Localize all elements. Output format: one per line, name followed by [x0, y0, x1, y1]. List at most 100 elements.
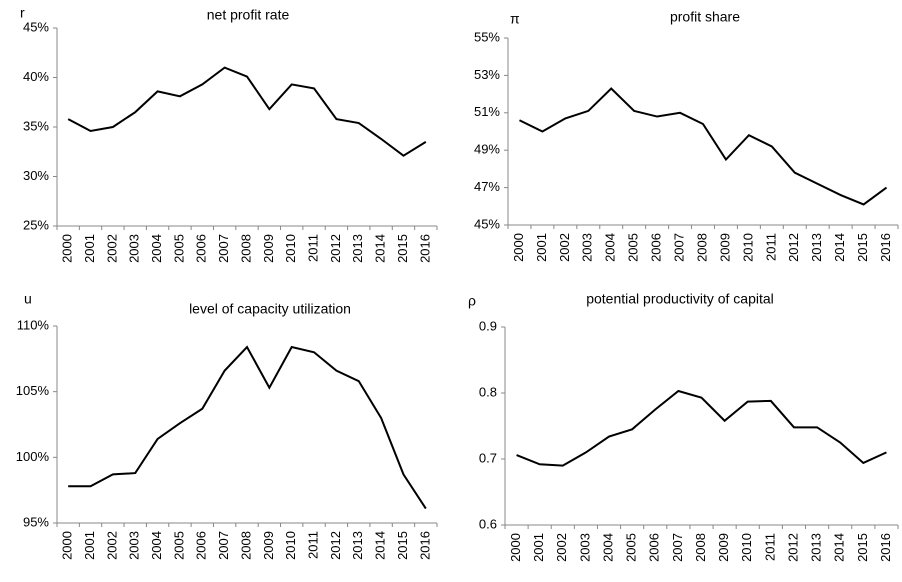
x-tick-label: 2008	[238, 531, 253, 560]
data-line	[516, 389, 887, 467]
x-tick-label: 2002	[104, 531, 119, 560]
y-tick-label: 0.6	[479, 516, 497, 531]
y-tick-label: 100%	[16, 449, 50, 464]
chart-title: potential productivity of capital	[586, 291, 774, 307]
x-tick-label: 2007	[216, 531, 231, 560]
x-tick-label: 2006	[649, 233, 664, 262]
x-tick-label: 2001	[82, 531, 97, 560]
x-tick-label: 2014	[832, 533, 847, 562]
x-tick-label: 2002	[557, 233, 572, 262]
x-tick-label: 2012	[328, 234, 343, 263]
x-tick-label: 2010	[740, 233, 755, 262]
x-tick-label: 2014	[373, 234, 388, 263]
x-tick-label: 2005	[626, 233, 641, 262]
x-tick-label: 2014	[373, 531, 388, 560]
x-tick-label: 2016	[417, 234, 432, 263]
x-tick-label: 2002	[104, 234, 119, 263]
x-tick-label: 2015	[855, 233, 870, 262]
x-tick-label: 2004	[149, 234, 164, 263]
x-tick-label: 2005	[171, 234, 186, 263]
y-tick-label: 35%	[23, 118, 49, 133]
y-tick-label: 105%	[16, 383, 50, 398]
x-tick-label: 2002	[554, 533, 569, 562]
x-tick-label: 2013	[809, 233, 824, 262]
chart-title: level of capacity utilization	[189, 301, 351, 317]
x-tick-label: 2015	[395, 234, 410, 263]
data-line	[68, 345, 427, 510]
x-tick-label: 2001	[82, 234, 97, 263]
y-axis-label: π	[510, 11, 520, 27]
x-tick-label: 2005	[624, 533, 639, 562]
y-tick-label: 30%	[23, 168, 49, 183]
y-tick-label: 51%	[474, 104, 500, 119]
y-tick-label: 0.7	[479, 450, 497, 465]
chart-title: profit share	[670, 9, 740, 25]
x-tick-label: 2005	[171, 531, 186, 560]
x-tick-label: 2014	[832, 233, 847, 262]
x-tick-label: 2010	[283, 234, 298, 263]
x-tick-label: 2006	[194, 234, 209, 263]
x-tick-label: 2011	[305, 531, 320, 559]
x-tick-label: 2003	[127, 234, 142, 263]
x-tick-label: 2000	[511, 233, 526, 262]
x-tick-label: 2000	[508, 533, 523, 562]
y-tick-label: 55%	[474, 29, 500, 44]
x-tick-label: 2009	[716, 533, 731, 562]
x-tick-label: 2004	[600, 533, 615, 562]
x-tick-label: 2016	[878, 233, 893, 262]
x-tick-label: 2007	[671, 233, 686, 262]
y-axis-label: r	[20, 5, 25, 21]
x-tick-label: 2006	[194, 531, 209, 560]
y-axis-label: ρ	[468, 293, 476, 309]
x-tick-label: 2013	[350, 531, 365, 560]
x-tick-label: 2000	[60, 531, 75, 560]
y-tick-label: 47%	[474, 179, 500, 194]
x-tick-label: 2001	[534, 233, 549, 262]
x-tick-label: 2009	[717, 233, 732, 262]
y-tick-label: 110%	[17, 317, 50, 332]
x-tick-label: 2009	[261, 234, 276, 263]
x-tick-label: 2011	[305, 234, 320, 262]
x-tick-label: 2013	[809, 533, 824, 562]
x-tick-label: 2003	[127, 531, 142, 560]
x-tick-label: 2011	[763, 233, 778, 261]
x-tick-label: 2000	[60, 234, 75, 263]
x-tick-label: 2012	[786, 233, 801, 262]
x-tick-label: 2008	[694, 233, 709, 262]
y-tick-label: 95%	[23, 514, 49, 529]
x-tick-label: 2008	[238, 234, 253, 263]
data-line	[67, 66, 427, 157]
x-tick-label: 2006	[647, 533, 662, 562]
x-tick-label: 2007	[216, 234, 231, 263]
x-tick-label: 2012	[328, 531, 343, 560]
y-tick-label: 40%	[23, 69, 49, 84]
x-tick-label: 2009	[261, 531, 276, 560]
x-tick-label: 2015	[855, 533, 870, 562]
x-tick-label: 2016	[417, 531, 432, 560]
x-tick-label: 2003	[577, 533, 592, 562]
x-tick-label: 2001	[531, 533, 546, 562]
y-tick-label: 0.8	[479, 384, 497, 399]
x-tick-label: 2003	[580, 233, 595, 262]
x-tick-label: 2008	[693, 533, 708, 562]
x-tick-label: 2015	[395, 531, 410, 560]
y-tick-label: 53%	[474, 67, 500, 82]
y-tick-label: 25%	[23, 217, 49, 232]
x-tick-label: 2016	[878, 533, 893, 562]
y-tick-label: 49%	[474, 142, 500, 157]
x-tick-label: 2004	[603, 233, 618, 262]
x-tick-label: 2010	[283, 531, 298, 560]
y-tick-label: 0.9	[479, 318, 497, 333]
x-tick-label: 2010	[739, 533, 754, 562]
y-tick-label: 45%	[474, 216, 500, 231]
x-tick-label: 2013	[350, 234, 365, 263]
chart-title: net profit rate	[207, 7, 290, 23]
x-tick-label: 2011	[762, 533, 777, 561]
y-tick-label: 45%	[23, 19, 49, 34]
y-axis-label: u	[24, 291, 32, 307]
x-tick-label: 2007	[670, 533, 685, 562]
data-line	[519, 87, 888, 206]
x-tick-label: 2004	[149, 531, 164, 560]
x-tick-label: 2012	[785, 533, 800, 562]
